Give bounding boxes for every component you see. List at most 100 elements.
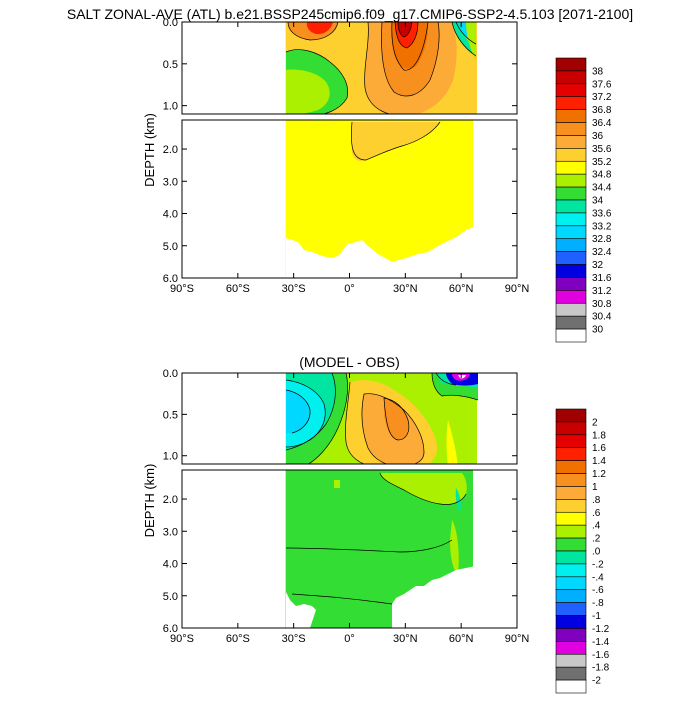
colorbar-box (555, 148, 587, 162)
y-tick-label: 4.0 (163, 559, 178, 571)
colorbar-box (555, 135, 587, 149)
upper-contour-7 (451, 22, 477, 57)
y-tick-label: 6.0 (163, 273, 178, 285)
colorbar-label: 30 (592, 325, 604, 336)
colorbar-box (555, 70, 587, 85)
panel-title: (MODEL - OBS) (299, 354, 400, 370)
colorbar-box (555, 251, 587, 265)
colorbar-box (555, 615, 587, 629)
colorbar-label: 36 (592, 131, 604, 142)
lower-region-0 (351, 122, 440, 162)
lower-contour-2 (291, 593, 393, 605)
colorbar-label: 31.6 (592, 273, 612, 284)
colorbar-box (555, 524, 587, 539)
colorbar-label: -.4 (592, 572, 604, 583)
x-tick-label: 60°N (449, 283, 474, 295)
upper-contour-2 (381, 22, 440, 97)
colorbar-box (555, 212, 587, 227)
y-tick-label: 6.0 (163, 623, 178, 635)
y-tick-label: 3.0 (163, 526, 178, 538)
colorbar-label: 33.6 (592, 208, 612, 219)
colorbar-label: 33.2 (592, 221, 612, 232)
colorbar-box (555, 589, 587, 603)
colorbar-label: 36.4 (592, 118, 612, 129)
colorbar-box (555, 550, 587, 565)
bathymetry-mask (286, 226, 476, 278)
colorbar-label: -1.8 (592, 663, 610, 674)
upper-region-12 (446, 420, 458, 464)
colorbar-label: -1 (592, 611, 601, 622)
y-tick-label: 4.0 (163, 209, 178, 221)
upper-region-8 (306, 22, 333, 35)
colorbar-box (555, 199, 587, 214)
colorbar-label: -1.2 (592, 624, 610, 635)
y-tick-label: 2.0 (163, 144, 178, 156)
colorbar-box (555, 563, 587, 578)
upper-contour-2 (285, 379, 326, 448)
colorbar-box (555, 302, 587, 317)
y-tick-label: 0.0 (163, 17, 178, 29)
colorbar-label: -.2 (592, 559, 604, 570)
upper-contour-3 (285, 389, 311, 434)
y-tick-label: 0.0 (163, 368, 178, 380)
upper-contour-1 (364, 22, 391, 114)
upper-region-11 (458, 375, 466, 379)
x-tick-label: 90°N (505, 283, 530, 295)
x-tick-label: 30°S (282, 633, 306, 645)
x-tick-label: 30°N (393, 283, 418, 295)
colorbar-box (555, 537, 587, 552)
colorbar-box (555, 290, 587, 304)
upper-contour-0 (307, 373, 348, 464)
colorbar-box (555, 109, 587, 123)
colorbar-box (555, 173, 587, 188)
figure-title: SALT ZONAL-AVE (ATL) b.e21.BSSP245cmip6.… (67, 6, 633, 22)
colorbar: 21.81.61.41.21.8.6.4.2.0-.2-.4-.6-.8-1-1… (555, 408, 610, 694)
upper-region-10 (452, 22, 476, 56)
colorbar-box (555, 666, 587, 681)
x-tick-label: 30°N (393, 633, 418, 645)
x-tick-label: 90°S (170, 633, 194, 645)
upper-region-3 (286, 390, 311, 433)
lower-region-1 (334, 480, 340, 488)
colorbar-box (555, 641, 587, 655)
colorbar-box (555, 225, 587, 240)
upper-region-6 (384, 398, 409, 440)
colorbar-label: 34 (592, 196, 604, 207)
lower-region-3 (455, 488, 461, 512)
colorbar-box (555, 486, 587, 500)
colorbar-label: 37.2 (592, 92, 612, 103)
colorbar-box (555, 628, 587, 642)
colorbar-label: 2 (592, 417, 598, 428)
colorbar-box (555, 576, 587, 591)
lower-contour-1 (285, 539, 453, 553)
upper-contour-3 (391, 22, 429, 71)
x-tick-label: 60°S (226, 283, 250, 295)
lower-region-2 (450, 520, 459, 574)
upper-field (285, 22, 477, 114)
colorbar-label: 36.8 (592, 105, 612, 116)
y-axis-label: DEPTH (km) (142, 464, 157, 538)
upper-contour-0 (285, 49, 349, 114)
colorbar-label: 35.2 (592, 157, 612, 168)
lower-field (285, 470, 476, 628)
colorbar-box (555, 421, 587, 436)
colorbar-label: 32 (592, 260, 604, 271)
upper-region-6 (398, 22, 412, 37)
upper-contour-4 (394, 22, 419, 49)
colorbar-box (555, 460, 587, 474)
colorbar-box (555, 602, 587, 616)
y-tick-label: 5.0 (163, 591, 178, 603)
x-tick-label: 90°N (505, 633, 530, 645)
colorbar-box (555, 83, 587, 98)
colorbar-label: 34.4 (592, 183, 612, 194)
panel-model-minus-obs: 90°S 60°S 30°S 0° 30°N 60°N 90°N0.00.51.02.03.… (142, 354, 610, 694)
upper-contour-5 (397, 22, 413, 38)
colorbar-box (555, 160, 587, 175)
colorbar: 3837.637.236.836.43635.635.234.834.43433… (555, 57, 612, 343)
lower-contour-0 (351, 121, 441, 161)
colorbar-label: 1.4 (592, 456, 606, 467)
panel-salinity: 90°S 60°S 30°S 0° 30°N 60°N 90°N 0.0 0.5 1.0 2.0 3.… (142, 17, 612, 343)
colorbar-label: 35.6 (592, 144, 612, 155)
lower-field (285, 120, 476, 278)
colorbar-box (555, 186, 587, 201)
